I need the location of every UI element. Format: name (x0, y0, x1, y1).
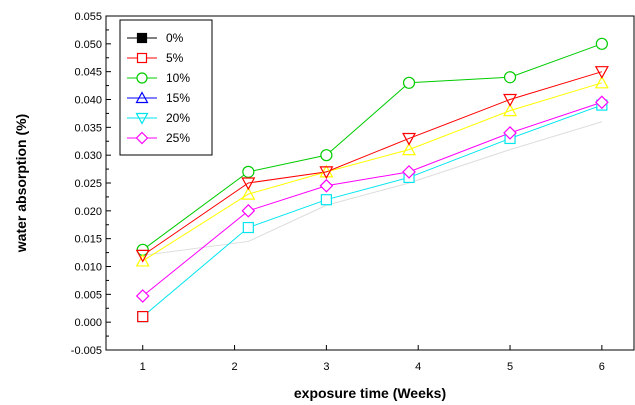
data-point-5% (320, 194, 332, 206)
data-point-25% (595, 95, 609, 110)
y-tick-label: 0.055 (74, 11, 102, 23)
data-point-25% (402, 165, 416, 179)
data-point-5% (137, 311, 149, 323)
y-tick-label: 0.030 (74, 150, 102, 162)
x-tick-label: 2 (231, 361, 237, 373)
y-tick-label: 0.000 (74, 317, 102, 329)
data-point-10% (503, 71, 517, 84)
y-tick-label: 0.010 (74, 262, 102, 274)
data-point-25% (241, 203, 256, 218)
y-axis: -0.005 0.000 0.005 0.010 0.015 0.020 0.025 0.03… (71, 11, 111, 357)
data-point-overlay-0 (402, 142, 417, 156)
data-point-overlay-1 (503, 93, 518, 107)
data-point-overlay-1 (241, 177, 256, 191)
data-point-25% (319, 178, 334, 193)
x-tick-label: 3 (323, 361, 329, 373)
data-point-overlay-1 (594, 66, 609, 79)
legend-marker (136, 72, 148, 84)
series-line-25% (142, 101, 603, 297)
y-tick-label: 0.005 (74, 289, 102, 301)
data-point-overlay-0 (241, 186, 256, 200)
legend-label: 5% (166, 51, 184, 65)
legend-marker (136, 32, 148, 44)
data-point-25% (503, 126, 517, 140)
data-point-10% (595, 37, 608, 50)
data-point-overlay-0 (594, 75, 609, 89)
data-point-overlay-1 (135, 249, 150, 263)
legend-box (119, 19, 213, 156)
legend-marker (135, 91, 149, 104)
data-point-25% (135, 289, 150, 303)
y-tick-label: 0.035 (74, 122, 102, 134)
legend-label: 15% (166, 91, 190, 105)
y-tick-label: 0.050 (74, 39, 102, 51)
legend-marker (135, 112, 149, 125)
data-point-10% (242, 165, 255, 178)
y-axis-title: water absorption (%) (13, 114, 29, 253)
legend: 0% 5% 10% 15% 20% 25% (119, 19, 213, 156)
series-line-10% (142, 43, 603, 251)
y-tick-label: 0.025 (74, 178, 102, 190)
data-point-overlay-1 (319, 166, 334, 180)
series-line-20% (142, 71, 603, 256)
data-point-5% (242, 221, 254, 234)
legend-label: 10% (166, 71, 190, 85)
data-point-10% (320, 149, 333, 162)
legend-marker (135, 131, 149, 145)
y-tick-label: 0.015 (74, 234, 102, 246)
legend-marker (136, 52, 148, 64)
x-tick-label: 5 (507, 361, 513, 373)
legend-label: 0% (166, 31, 184, 45)
data-point-overlay-0 (135, 253, 150, 267)
data-point-10% (402, 76, 416, 89)
series-line-0% (142, 121, 603, 256)
data-point-overlay-1 (402, 132, 417, 146)
x-axis: 1 2 3 4 5 6 (140, 345, 605, 373)
x-tick-label: 1 (140, 361, 146, 373)
y-tick-label: 0.040 (74, 95, 102, 107)
y-tick-label: -0.005 (71, 345, 102, 357)
data-point-overlay-0 (503, 103, 518, 117)
series-line-5% (142, 104, 603, 317)
y-tick-label: 0.045 (74, 67, 102, 79)
legend-label: 25% (166, 131, 190, 145)
x-axis-title: exposure time (Weeks) (294, 385, 446, 401)
y-tick-label: 0.020 (74, 206, 102, 218)
x-tick-label: 6 (599, 361, 605, 373)
series-line-15% (142, 82, 603, 262)
legend-label: 20% (166, 111, 190, 125)
x-tick-label: 4 (415, 361, 421, 373)
series-layer (135, 37, 609, 323)
